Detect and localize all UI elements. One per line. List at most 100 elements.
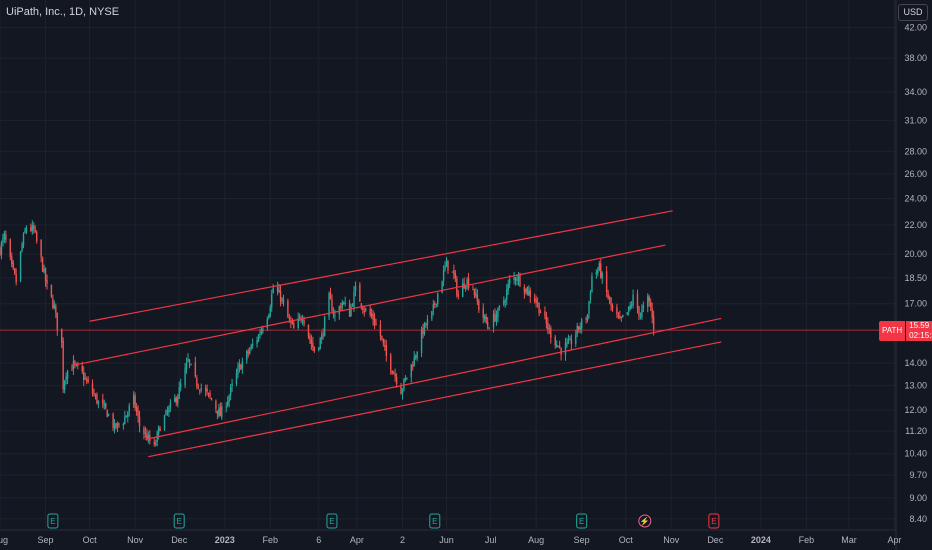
candle-body [473,289,476,295]
candle-body [375,324,377,326]
candle-body [601,272,603,279]
candle-body [266,318,269,329]
candle-body [63,381,66,390]
candle-body [566,342,568,345]
candle-body [495,315,498,322]
candle-body [53,304,56,308]
dividend-flash-marker[interactable]: ⚡ [638,514,652,528]
time-tick-label: Nov [127,535,144,545]
time-tick-label: Feb [263,535,279,545]
candle-body [144,432,147,434]
time-axis[interactable]: Aug Sep Oct Nov Dec 2023 Feb 6 Apr 2 Jun Jul Aug Sep O… [0,529,902,545]
candle-body [616,307,618,315]
earnings-marker[interactable]: E [576,513,588,529]
candle-body [218,408,220,416]
candle-body [338,306,341,315]
candle-body [231,383,233,386]
candle-body [632,295,634,306]
candle-body [256,340,258,344]
candle-body [461,283,464,298]
candle-body [351,305,354,307]
candle-body [639,315,642,317]
earnings-marker[interactable]: E [47,513,59,529]
channel-line-2[interactable] [73,244,666,366]
candle-body [517,275,520,281]
price-tick-label: 38.00 [904,53,927,63]
candle-body [154,443,157,446]
candle-body [174,397,176,402]
candle-body [630,304,633,306]
candle-body [591,275,593,293]
candle-body [580,319,583,329]
time-tick-label: Jul [485,535,497,545]
price-tick-label: 28.00 [904,146,927,156]
upcoming-earnings-marker-shape [708,513,720,529]
candle-body [310,340,313,345]
price-tick-label: 17.00 [904,299,927,309]
price-tick-label: 24.00 [904,193,927,203]
candle-body [554,336,556,346]
event-markers-layer[interactable]: E E E E E ⚡ E [47,513,720,529]
candle-body [52,298,54,308]
price-tick-label: 8.40 [909,514,927,524]
candle-body [413,356,415,367]
candle-body [249,349,251,354]
candle-body [15,273,17,282]
candle-body [157,427,160,434]
candle-body [143,427,145,434]
time-tick-label: Dec [171,535,188,545]
candle-body [453,270,455,275]
candle-body [196,377,198,386]
earnings-marker[interactable]: E [326,513,338,529]
price-tick-label: 11.20 [905,426,927,436]
earnings-marker-label: E [177,517,182,526]
candle-body [307,324,310,337]
price-tick-label: 26.00 [904,169,927,179]
candle-body [226,401,229,406]
candle-body [166,411,169,413]
candle-body [575,334,577,344]
earnings-marker-label: E [329,517,334,526]
time-tick-label: Aug [0,535,8,545]
candle-body [271,294,273,307]
candle-body [484,315,486,320]
candle-body [464,284,467,289]
candle-body [128,405,130,412]
candle-body [539,312,542,314]
upcoming-earnings-marker[interactable]: E [708,513,720,529]
candle-body [50,284,53,297]
candle-body [514,277,517,281]
candle-body [403,379,405,389]
candle-body [206,388,208,392]
candle-body [578,326,580,330]
candle-body [492,314,495,328]
price-axis[interactable]: 42.00 38.00 34.00 31.00 28.00 26.00 24.00 22.00… [895,0,932,550]
candle-body [340,307,342,309]
candle-body [652,316,655,331]
candle-body [21,244,23,252]
candle-body [269,307,271,317]
candle-body [240,364,242,370]
candle-body [426,319,429,325]
candle-body [146,433,148,441]
candle-body [187,358,189,362]
channel-line-4[interactable] [148,341,722,458]
candle-body [44,268,47,282]
candle-body [168,407,170,413]
earnings-marker[interactable]: E [429,513,441,529]
candle-body [466,279,468,285]
price-tick-label: 22.00 [904,220,927,230]
candle-body [279,290,282,301]
channel-lines-layer[interactable] [73,210,722,458]
channel-line-1[interactable] [89,210,673,322]
currency-button[interactable]: USD [898,4,928,21]
candle-body [627,307,630,313]
candle-body [373,318,376,325]
earnings-marker-label: E [432,517,437,526]
earnings-marker[interactable]: E [173,513,185,529]
candle-body [585,319,587,321]
candle-body [228,395,230,402]
candle-body [607,292,609,299]
channel-line-3[interactable] [145,317,722,440]
